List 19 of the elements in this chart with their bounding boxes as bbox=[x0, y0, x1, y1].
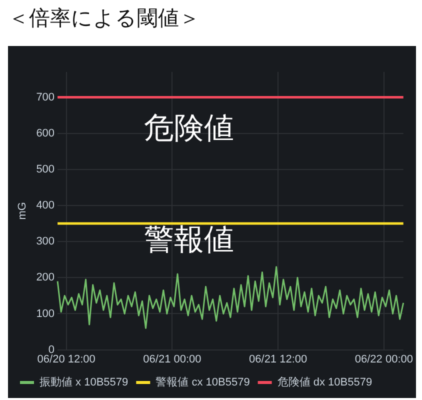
y-tick-label: 700 bbox=[36, 91, 55, 104]
y-tick-label: 200 bbox=[36, 272, 55, 284]
x-tick-label: 06/21 12:00 bbox=[249, 353, 308, 366]
x-tick-label: 06/21 00:00 bbox=[143, 353, 202, 366]
x-tick-label: 06/22 00:00 bbox=[354, 353, 414, 366]
y-tick-label: 600 bbox=[36, 127, 55, 140]
y-tick-label: 0 bbox=[48, 344, 55, 356]
legend-label: 振動値 x 10B5579 bbox=[40, 376, 128, 389]
annotation: 危険値 bbox=[144, 111, 234, 146]
y-tick-label: 500 bbox=[36, 163, 55, 176]
y-tick-label: 100 bbox=[36, 308, 55, 320]
annotation: 警報値 bbox=[144, 222, 234, 258]
legend-label: 危険値 dx 10B5579 bbox=[277, 376, 372, 389]
chart-title: ＜倍率による閾値＞ bbox=[8, 5, 200, 32]
y-tick-label: 300 bbox=[36, 236, 55, 248]
x-tick-label: 06/20 12:00 bbox=[37, 353, 96, 366]
y-tick-label: 400 bbox=[36, 200, 55, 212]
legend-label: 警報値 cx 10B5579 bbox=[156, 376, 250, 389]
y-axis-title: mG bbox=[16, 202, 29, 220]
